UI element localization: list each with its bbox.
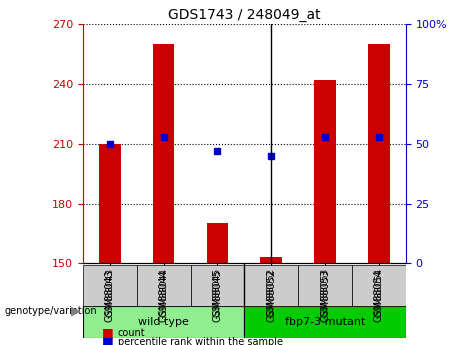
Text: GSM88044: GSM88044	[159, 268, 168, 317]
Text: GSM88053: GSM88053	[320, 268, 330, 317]
Text: GSM88045: GSM88045	[213, 268, 222, 317]
Text: GSM88043: GSM88043	[105, 269, 115, 322]
Text: GSM88043: GSM88043	[106, 268, 114, 317]
Text: GSM88054: GSM88054	[374, 268, 383, 317]
FancyBboxPatch shape	[352, 265, 406, 306]
Title: GDS1743 / 248049_at: GDS1743 / 248049_at	[168, 8, 321, 22]
FancyBboxPatch shape	[244, 265, 298, 306]
Text: fbp7-3 mutant: fbp7-3 mutant	[285, 317, 365, 327]
Bar	[314, 80, 336, 263]
Text: GSM88053: GSM88053	[320, 269, 330, 322]
Text: genotype/variation: genotype/variation	[5, 306, 97, 315]
FancyBboxPatch shape	[83, 306, 244, 338]
Text: ▶: ▶	[71, 304, 81, 317]
FancyBboxPatch shape	[244, 306, 406, 338]
Bar	[99, 144, 121, 263]
Text: ■: ■	[101, 326, 113, 339]
Text: ■: ■	[101, 335, 113, 345]
Text: GSM88045: GSM88045	[213, 269, 223, 322]
Text: count: count	[118, 328, 145, 338]
Bar	[153, 44, 174, 263]
FancyBboxPatch shape	[298, 265, 352, 306]
Text: GSM88052: GSM88052	[267, 268, 276, 317]
Text: GSM88054: GSM88054	[374, 269, 384, 322]
FancyBboxPatch shape	[190, 265, 244, 306]
Text: GSM88044: GSM88044	[159, 269, 169, 322]
Text: GSM88052: GSM88052	[266, 269, 276, 322]
Bar	[260, 257, 282, 263]
FancyBboxPatch shape	[83, 265, 137, 306]
Text: wild type: wild type	[138, 317, 189, 327]
Text: percentile rank within the sample: percentile rank within the sample	[118, 337, 283, 345]
Bar	[207, 224, 228, 263]
Bar	[368, 44, 390, 263]
FancyBboxPatch shape	[137, 265, 190, 306]
